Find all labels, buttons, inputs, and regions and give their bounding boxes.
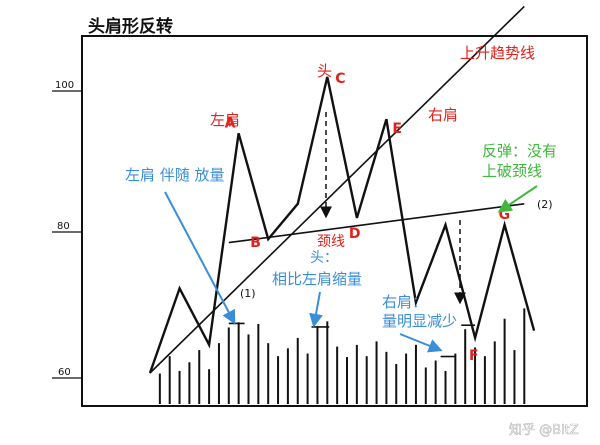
point-label-c: C bbox=[335, 71, 345, 87]
trend-lines bbox=[149, 5, 525, 374]
rebound-arrow bbox=[497, 185, 538, 213]
point-label-a: A bbox=[225, 115, 236, 131]
chart-title: 头肩形反转 bbox=[88, 16, 173, 37]
head-volume-arrow bbox=[309, 291, 323, 328]
right-shoulder-volume-note-1: 右肩： bbox=[382, 293, 427, 311]
right-shoulder-volume-arrow bbox=[399, 333, 443, 353]
head-label: 头 bbox=[317, 62, 332, 80]
rebound-note-2: 上破颈线 bbox=[482, 162, 542, 180]
neckline bbox=[228, 203, 525, 244]
left-shoulder-label: 左肩 bbox=[210, 111, 240, 129]
watermark: 知乎 @BitZ bbox=[509, 422, 579, 438]
y-tick-100: 100 bbox=[55, 80, 74, 91]
point-label-d: D bbox=[349, 226, 361, 242]
point-labels: A B C D E F G bbox=[225, 71, 510, 364]
head-volume-note-1: 头： bbox=[310, 250, 338, 266]
uptrend-label: 上升趋势线 bbox=[460, 44, 535, 62]
price-line bbox=[148, 76, 536, 374]
neckline-marker: (2) bbox=[537, 198, 553, 211]
y-tick-60: 60 bbox=[58, 367, 71, 378]
head-volume-note-2: 相比左肩缩量 bbox=[272, 270, 362, 288]
chart-frame bbox=[81, 35, 588, 407]
right-shoulder-volume-note-2: 量明显减少 bbox=[382, 312, 457, 330]
point-label-e: E bbox=[392, 121, 402, 137]
left-shoulder-volume-note: 左肩 伴随 放量 bbox=[125, 166, 225, 184]
price-series bbox=[148, 76, 536, 374]
point-label-g: G bbox=[499, 207, 511, 223]
volume-bars bbox=[158, 308, 526, 404]
right-shoulder-label: 右肩 bbox=[428, 106, 458, 124]
uptrend-marker: (1) bbox=[240, 287, 256, 300]
rebound-note-1: 反弹：没有 bbox=[482, 142, 557, 160]
neckline-label: 颈线 bbox=[317, 234, 345, 250]
point-label-f: F bbox=[469, 348, 479, 364]
y-axis: 100 80 60 bbox=[52, 80, 82, 379]
point-label-b: B bbox=[250, 235, 261, 251]
y-tick-80: 80 bbox=[57, 221, 70, 232]
uptrend-line bbox=[149, 5, 525, 374]
left-shoulder-volume-arrow bbox=[164, 191, 236, 325]
